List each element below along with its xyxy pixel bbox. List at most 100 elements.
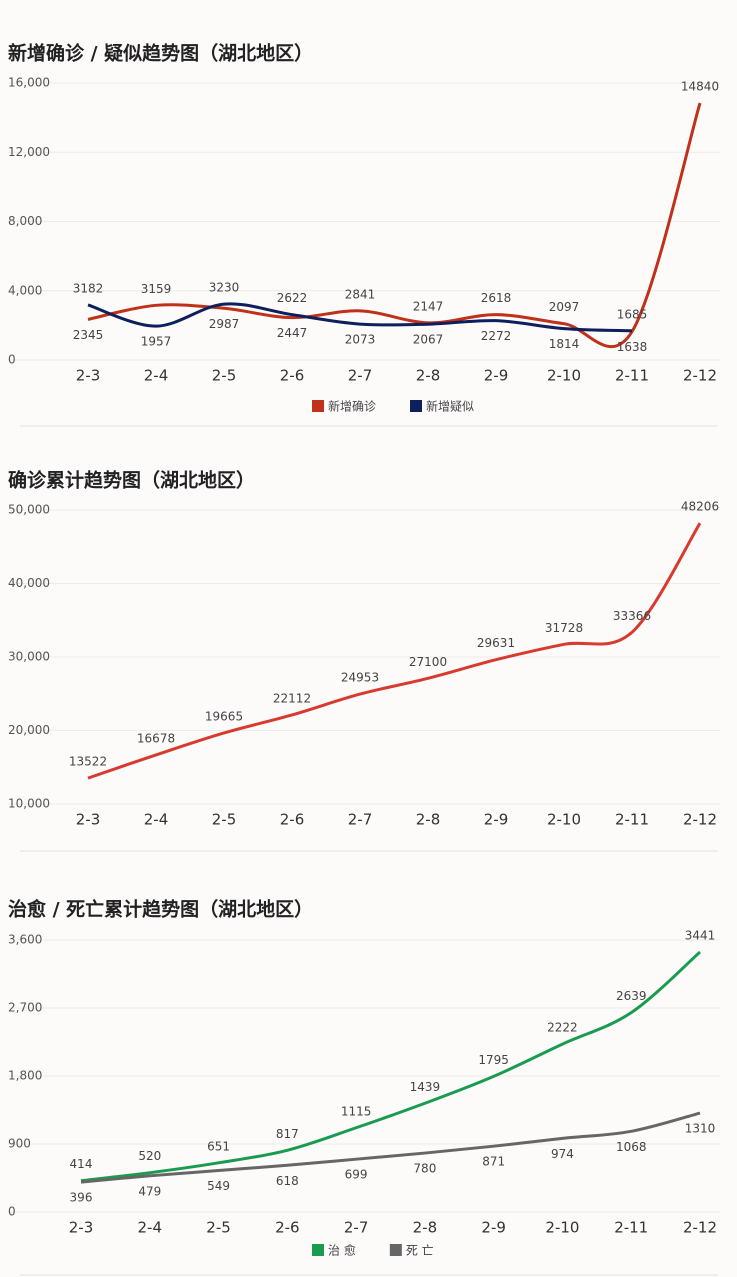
data-label: 1814 [549, 337, 580, 351]
data-label: 22112 [273, 691, 311, 705]
y-tick-label: 900 [8, 1137, 31, 1151]
data-label: 651 [207, 1139, 230, 1153]
x-tick-label: 2-9 [484, 811, 509, 829]
y-tick-label: 8,000 [8, 214, 42, 228]
data-line [80, 950, 701, 1183]
data-label: 396 [70, 1191, 93, 1205]
chart-title: 新增确诊 / 疑似趋势图（湖北地区） [8, 42, 313, 65]
x-tick-label: 2-9 [484, 367, 509, 385]
x-tick-label: 2-9 [481, 1219, 506, 1237]
legend-swatch [389, 1244, 402, 1256]
data-label: 817 [276, 1127, 299, 1141]
data-label: 1439 [410, 1080, 441, 1094]
legend-label: 治 愈 [328, 1243, 356, 1258]
data-label: 31728 [545, 621, 583, 635]
y-tick-label: 3,600 [8, 933, 42, 947]
x-tick-label: 2-12 [683, 367, 717, 385]
y-tick-label: 40,000 [8, 576, 50, 590]
x-tick-label: 2-10 [547, 811, 581, 829]
x-tick-label: 2-4 [144, 367, 169, 385]
data-label: 780 [413, 1162, 436, 1176]
data-label: 2147 [413, 299, 444, 313]
data-label: 2345 [73, 328, 104, 342]
data-line [87, 302, 633, 333]
legend-label: 新增确诊 [328, 399, 376, 414]
data-line [87, 522, 702, 780]
data-label: 1115 [341, 1104, 372, 1118]
x-tick-label: 2-12 [683, 1219, 717, 1237]
y-tick-label: 4,000 [8, 283, 42, 297]
chart-title: 治愈 / 死亡累计趋势图（湖北地区） [8, 898, 313, 921]
y-tick-label: 50,000 [8, 503, 50, 517]
chart-title: 确诊累计趋势图（湖北地区） [8, 469, 255, 492]
legend-swatch [410, 400, 423, 412]
y-tick-label: 10,000 [8, 797, 50, 811]
data-label: 1795 [478, 1053, 509, 1067]
x-tick-label: 2-11 [614, 1219, 648, 1237]
data-label: 1957 [141, 335, 172, 349]
data-label: 16678 [137, 731, 175, 745]
x-tick-label: 2-3 [76, 811, 101, 829]
x-tick-label: 2-5 [212, 367, 237, 385]
data-label: 48206 [681, 500, 719, 514]
x-tick-label: 2-4 [138, 1219, 163, 1237]
data-label: 27100 [409, 655, 447, 669]
y-tick-label: 1,800 [8, 1069, 42, 1083]
data-line [80, 1111, 701, 1184]
x-tick-label: 2-6 [280, 811, 305, 829]
data-label: 2073 [345, 333, 376, 347]
x-tick-label: 2-6 [280, 367, 305, 385]
x-tick-label: 2-12 [683, 811, 717, 829]
data-label: 14840 [681, 80, 719, 94]
data-label: 3230 [209, 281, 240, 295]
x-tick-label: 2-7 [344, 1219, 369, 1237]
data-label: 2447 [277, 326, 308, 340]
data-label: 699 [345, 1168, 368, 1182]
data-label: 479 [138, 1184, 161, 1198]
x-tick-label: 2-11 [615, 367, 649, 385]
x-tick-label: 2-7 [348, 367, 373, 385]
data-label: 2067 [413, 333, 444, 347]
y-tick-label: 12,000 [8, 145, 50, 159]
data-label: 2841 [345, 287, 376, 301]
data-label: 520 [138, 1149, 161, 1163]
data-label: 2618 [481, 291, 512, 305]
data-label: 618 [276, 1174, 299, 1188]
x-tick-label: 2-11 [615, 811, 649, 829]
x-tick-label: 2-5 [212, 811, 237, 829]
x-tick-label: 2-10 [547, 367, 581, 385]
data-label: 414 [70, 1157, 93, 1171]
data-label: 3182 [73, 281, 104, 295]
y-tick-label: 16,000 [8, 76, 50, 90]
x-tick-label: 2-3 [69, 1219, 94, 1237]
data-label: 1685 [617, 307, 648, 321]
legend-swatch [312, 400, 324, 412]
data-label: 2639 [616, 989, 647, 1003]
data-label: 19665 [205, 709, 243, 723]
legend-label: 新增疑似 [426, 399, 474, 414]
data-label: 3441 [685, 929, 716, 943]
data-line [87, 102, 702, 349]
data-label: 29631 [477, 636, 515, 650]
x-tick-label: 2-8 [416, 811, 441, 829]
data-label: 33366 [613, 609, 651, 623]
data-label: 1310 [685, 1122, 716, 1136]
x-tick-label: 2-7 [348, 811, 373, 829]
data-label: 2987 [209, 317, 240, 331]
x-tick-label: 2-3 [76, 367, 101, 385]
data-label: 1638 [617, 340, 648, 354]
legend-label: 死 亡 [406, 1244, 434, 1258]
x-tick-label: 2-5 [206, 1219, 231, 1237]
x-tick-label: 2-10 [545, 1219, 579, 1237]
data-label: 2272 [481, 329, 512, 343]
legend-swatch [312, 1244, 324, 1256]
data-label: 24953 [341, 671, 379, 685]
data-label: 2622 [277, 291, 308, 305]
x-tick-label: 2-4 [144, 811, 169, 829]
y-tick-label: 30,000 [8, 650, 50, 664]
data-label: 974 [551, 1147, 574, 1161]
y-tick-label: 0 [8, 1205, 16, 1219]
data-label: 13522 [69, 755, 107, 769]
y-tick-label: 0 [8, 353, 16, 367]
